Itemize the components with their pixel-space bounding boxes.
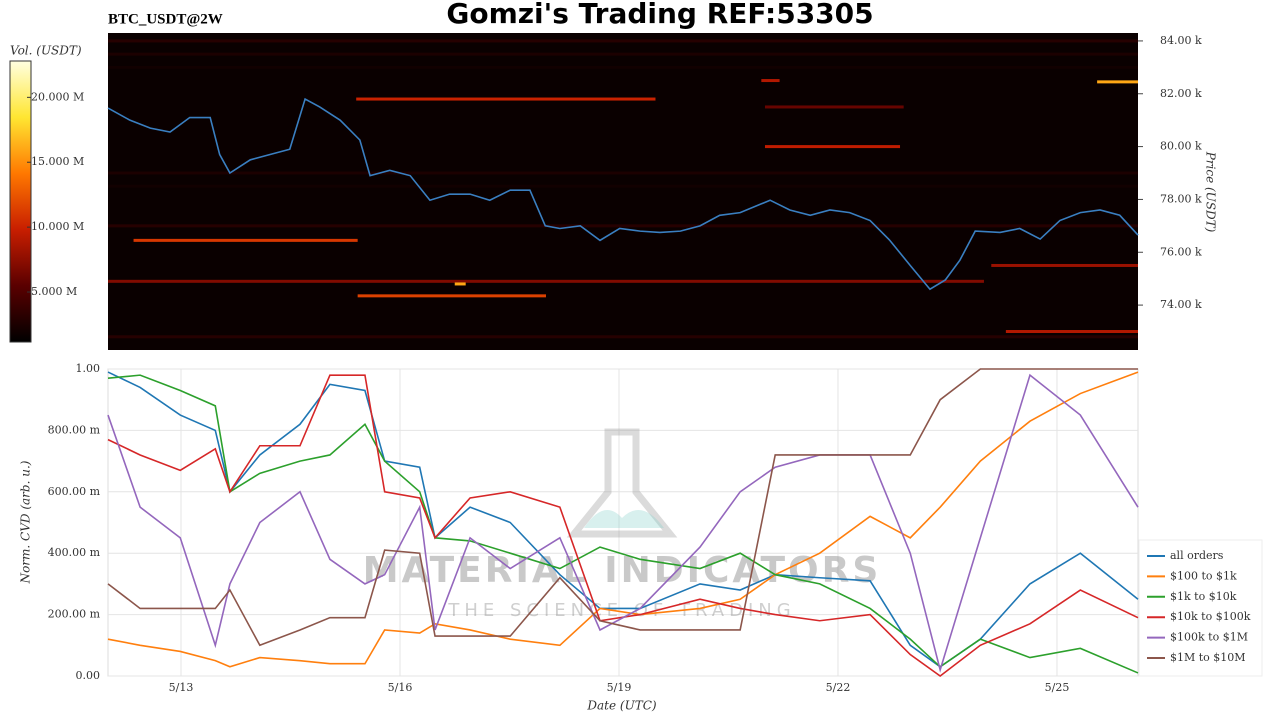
liquidity-level <box>108 335 1138 339</box>
colorbar <box>9 60 32 343</box>
y-tick-label: 76.00 k <box>1160 245 1202 258</box>
x-tick-label: 5/25 <box>1045 681 1070 694</box>
price-line <box>107 97 1139 291</box>
legend-label: $10k to $100k <box>1170 610 1251 623</box>
x-tick-label: 5/22 <box>826 681 851 694</box>
x-axis-label: Date (UTC) <box>586 699 656 713</box>
heatmap-background <box>108 33 1138 350</box>
y-tick-label: 84.00 k <box>1160 34 1202 47</box>
legend-label: all orders <box>1170 549 1224 562</box>
liquidity-level <box>761 79 780 83</box>
cvd-line <box>107 371 1139 668</box>
watermark-flask <box>566 428 678 538</box>
colorbar-tick-label: 5.000 M <box>31 285 77 298</box>
y-tick-label: 80.00 k <box>1160 140 1202 153</box>
x-tick-label: 5/13 <box>169 681 194 694</box>
liquidity-level <box>764 105 904 109</box>
liquidity-level <box>108 171 1138 175</box>
liquidity-level <box>108 279 984 283</box>
y-tick-label: 82.00 k <box>1160 87 1202 100</box>
watermark-subtitle: THE SCIENCE OF TRADING <box>447 600 795 621</box>
liquidity-level <box>1097 80 1138 84</box>
symbol-label: BTC_USDT@2W <box>108 11 223 27</box>
liquidity-level <box>108 184 1138 188</box>
cvd-line <box>107 368 1138 647</box>
watermark-liquid <box>584 510 664 528</box>
legend-label: $100 to $1k <box>1170 569 1237 582</box>
y-tick-label: 200.00 m <box>48 608 101 621</box>
cvd-line <box>107 371 1139 668</box>
liquidity-level <box>108 224 1138 228</box>
liquidity-level <box>108 52 1138 56</box>
y-tick-label: 74.00 k <box>1160 298 1202 311</box>
watermark: MATERIAL INDICATORS THE SCIENCE OF TRADI… <box>363 428 882 621</box>
colorbar-label: Vol. (USDT) <box>10 44 82 58</box>
liquidity-level <box>454 282 466 286</box>
legend-label: $1k to $10k <box>1170 590 1237 603</box>
watermark-title: MATERIAL INDICATORS <box>363 550 882 591</box>
cvd-line <box>107 373 1139 673</box>
cvd-line <box>107 374 1139 677</box>
liquidity-level <box>764 145 901 149</box>
cvd-plot-area <box>107 368 1139 677</box>
colorbar-tick-label: 10.000 M <box>31 220 84 233</box>
y-tick-label: 800.00 m <box>48 423 101 436</box>
liquidity-level <box>1005 330 1138 334</box>
colorbar-tick-label: 15.000 M <box>31 155 84 168</box>
cvd-axis-label: Norm. CVD (arb. u.) <box>19 460 33 584</box>
legend-label: $100k to $1M <box>1170 631 1248 644</box>
y-tick-label: 0.00 <box>76 669 101 682</box>
liquidity-level <box>108 39 1138 43</box>
y-tick-label: 78.00 k <box>1160 192 1202 205</box>
legend-label: $1M to $10M <box>1170 651 1246 664</box>
x-tick-label: 5/16 <box>388 681 413 694</box>
price-axis-label: Price (USDT) <box>1204 151 1218 233</box>
y-tick-label: 600.00 m <box>48 485 101 498</box>
y-tick-label: 400.00 m <box>48 546 101 559</box>
liquidity-level <box>357 294 546 298</box>
chart-title: Gomzi's Trading REF:53305 <box>446 0 873 30</box>
y-tick-label: 1.00 <box>76 362 101 375</box>
colorbar-tick-label: 20.000 M <box>31 90 84 103</box>
liquidity-level <box>356 97 656 101</box>
legend-box <box>1138 539 1263 677</box>
liquidity-level <box>108 65 1138 69</box>
liquidity-level <box>133 238 358 242</box>
x-tick-label: 5/19 <box>607 681 632 694</box>
cvd-line <box>107 374 1139 674</box>
liquidity-level <box>991 263 1138 267</box>
